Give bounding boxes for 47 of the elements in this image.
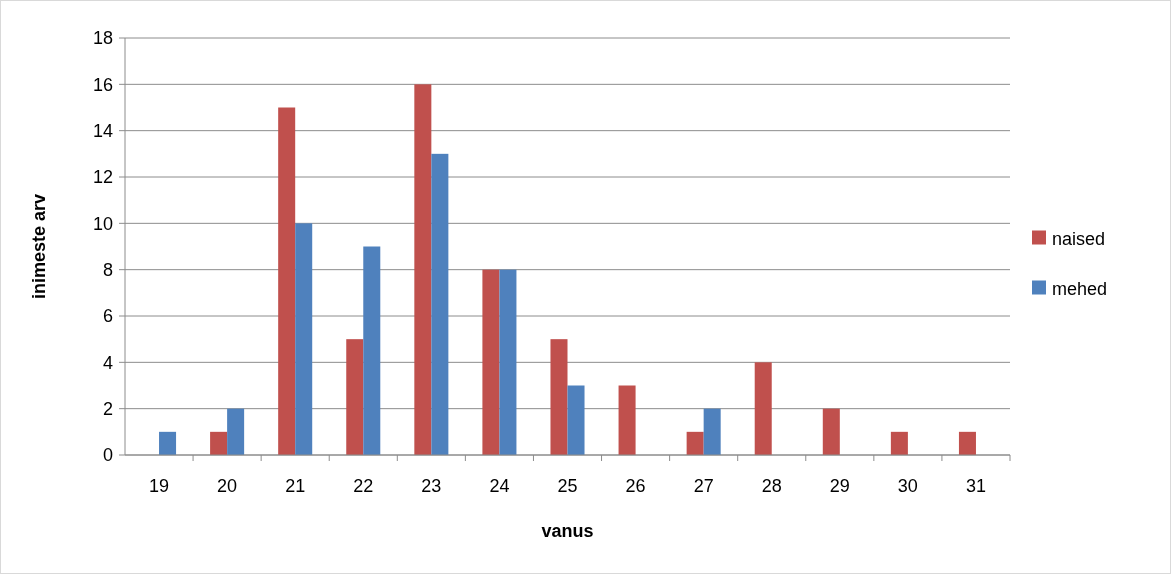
- bar: [431, 153, 449, 455]
- x-tick-label: 25: [557, 476, 578, 496]
- bar: [958, 431, 976, 455]
- x-tick-label: 28: [761, 476, 782, 496]
- legend-label: naised: [1052, 228, 1106, 249]
- legend-label: mehed: [1052, 278, 1108, 299]
- x-tick-label: 20: [217, 476, 238, 496]
- x-axis-title: vanus: [541, 521, 594, 541]
- y-tick-label: 6: [102, 306, 113, 327]
- y-tick-label: 14: [92, 120, 113, 141]
- bar: [567, 385, 585, 455]
- bar: [482, 269, 500, 455]
- y-tick-label: 2: [102, 398, 113, 419]
- x-tick-label: 22: [353, 476, 374, 496]
- y-tick-label: 12: [92, 167, 113, 188]
- bar: [278, 107, 296, 455]
- y-tick-label: 10: [92, 213, 113, 234]
- x-tick-label: 24: [489, 476, 510, 496]
- y-tick-label: 18: [92, 28, 113, 49]
- bar: [227, 408, 245, 455]
- bar: [363, 246, 381, 455]
- bar: [890, 431, 908, 455]
- y-tick-label: 0: [102, 445, 113, 466]
- y-tick-label: 4: [102, 352, 113, 373]
- bar: [414, 84, 432, 455]
- bar: [550, 339, 568, 455]
- y-axis-title: inimeste arv: [29, 193, 49, 300]
- x-tick-label: 23: [421, 476, 442, 496]
- bar: [159, 431, 177, 455]
- bar: [210, 431, 228, 455]
- bar: [822, 408, 840, 455]
- bar: [618, 385, 636, 455]
- x-tick-label: 30: [897, 476, 918, 496]
- y-tick-label: 8: [102, 259, 113, 280]
- x-tick-label: 21: [285, 476, 306, 496]
- bar: [499, 269, 517, 455]
- x-tick-label: 29: [829, 476, 850, 496]
- x-tick-label: 31: [965, 476, 986, 496]
- x-tick-label: 19: [149, 476, 170, 496]
- bar: [754, 362, 772, 455]
- x-tick-label: 27: [693, 476, 714, 496]
- x-tick-label: 26: [625, 476, 646, 496]
- y-tick-label: 16: [92, 74, 113, 95]
- bar: [295, 223, 313, 455]
- bar: [346, 339, 364, 455]
- bar: [686, 431, 704, 455]
- bar: [703, 408, 721, 455]
